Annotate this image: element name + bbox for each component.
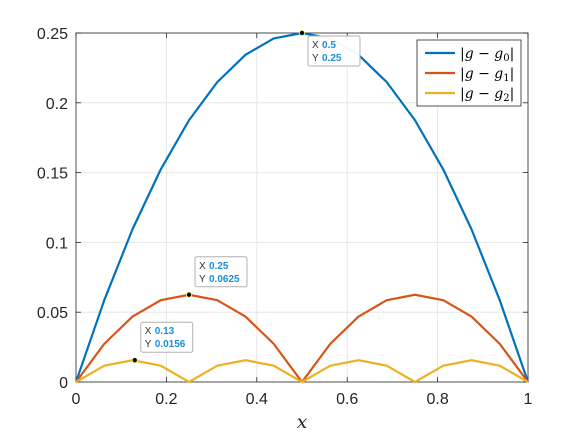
legend-entry-0: |g − g0|: [460, 46, 514, 64]
data-tip-box: [140, 321, 194, 353]
data-tip-y-key: Y: [199, 274, 206, 285]
y-tick-label: 0.2: [46, 96, 68, 113]
axis-ticks: 0 0.2 0.4 0.6 0.8 1 0 0.05 0.1 0.15 0.2 0.25: [37, 26, 533, 408]
y-tick-label: 0.25: [37, 26, 68, 43]
data-tip-y-value: 0.0625: [209, 274, 240, 285]
y-tick-label: 0.1: [46, 235, 68, 252]
data-tip-x-value: 0.13: [155, 326, 175, 337]
y-tick-label: 0.15: [37, 166, 68, 183]
x-tick-label: 0.8: [426, 391, 448, 408]
x-tick-label: 0: [72, 391, 81, 408]
data-tip-box: [194, 256, 248, 288]
data-tip-marker: [298, 29, 305, 36]
series-line-2: [75, 359, 529, 384]
data-tip-box: [307, 35, 361, 67]
data-tip: X 0.13Y 0.0156: [131, 321, 194, 364]
data-tip-marker: [185, 291, 192, 298]
data-tip: X 0.25Y 0.0625: [185, 256, 248, 298]
data-tip-x-value: 0.5: [322, 40, 336, 51]
data-tip-y-key: Y: [312, 53, 319, 64]
data-tip-x-key: X: [145, 326, 152, 337]
data-tip-y-value: 0.25: [322, 53, 342, 64]
data-tip-x-key: X: [199, 261, 206, 272]
data-tip: X 0.5Y 0.25: [298, 29, 361, 67]
x-tick-label: 0.4: [246, 391, 268, 408]
data-tip-x-key: X: [312, 40, 319, 51]
data-tip-y-key: Y: [145, 339, 152, 350]
x-axis-label: x: [297, 411, 308, 433]
legend-entry-1: |g − g1|: [460, 66, 514, 84]
y-tick-label: 0.05: [37, 305, 68, 322]
data-tip-marker: [131, 357, 138, 364]
x-tick-label: 0.2: [155, 391, 177, 408]
data-tip-y-value: 0.0156: [155, 339, 186, 350]
x-tick-label: 1: [524, 391, 533, 408]
data-tip-x-value: 0.25: [209, 261, 229, 272]
x-tick-label: 0.6: [336, 391, 358, 408]
y-tick-label: 0: [59, 375, 68, 392]
legend: |g − g0| |g − g1| |g − g2|: [416, 39, 522, 107]
legend-entry-2: |g − g2|: [460, 86, 514, 104]
